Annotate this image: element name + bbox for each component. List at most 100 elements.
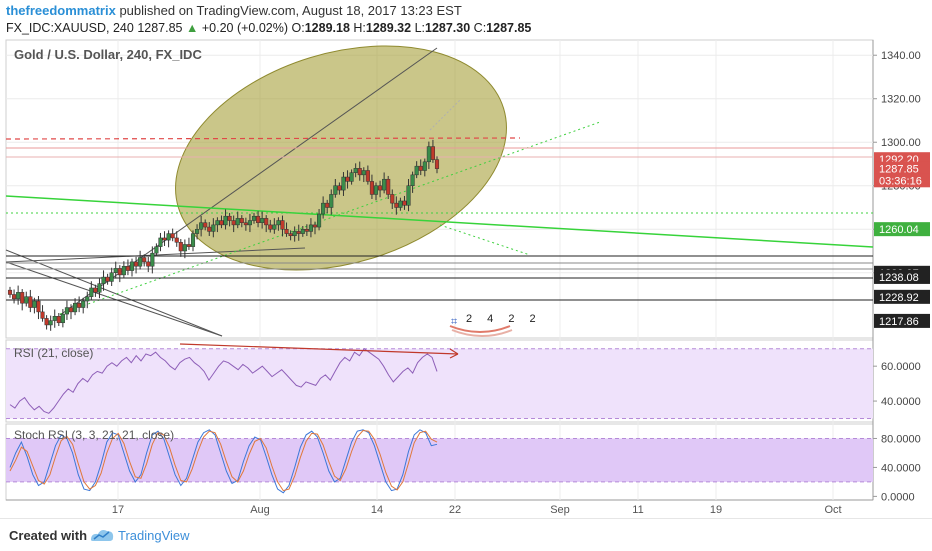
price-tag-label: 1287.85 <box>879 164 919 176</box>
candle-body <box>195 228 200 234</box>
rsi-band <box>6 348 873 419</box>
stoch-tick-label: 80.0000 <box>881 433 921 445</box>
candle-body <box>109 272 114 282</box>
candle-body <box>251 215 257 221</box>
candle-body <box>373 185 379 195</box>
candle-body <box>101 276 106 284</box>
candle-body <box>52 315 57 321</box>
last-price: 1287.85 <box>137 21 183 35</box>
rsi-tick-label: 60.0000 <box>881 361 921 373</box>
candle-body <box>312 224 318 228</box>
cycle-annotation: ⌗ 2 4 2 2 <box>449 313 542 337</box>
candle-body <box>268 224 273 230</box>
rsi-tick-label: 40.0000 <box>881 396 921 408</box>
trend-line <box>5 247 306 263</box>
candle-body <box>247 220 252 226</box>
candle-body <box>150 252 155 267</box>
symbol: FX_IDC:XAUUSD <box>6 21 107 35</box>
candle-body <box>154 246 159 254</box>
candle-body <box>292 231 297 237</box>
candle-body <box>215 220 220 226</box>
candle-body <box>333 185 338 195</box>
rsi-arrow-head <box>449 348 459 359</box>
candle-body <box>12 294 17 300</box>
candles <box>7 139 440 331</box>
open-value: 1289.18 <box>304 21 350 35</box>
symbol-line: FX_IDC:XAUUSD, 240 1287.85 ▲ +0.20 (+0.0… <box>6 21 532 35</box>
candle-body <box>85 296 90 302</box>
candle-body <box>341 176 346 191</box>
candle-body <box>361 170 366 176</box>
candle-body <box>117 268 122 276</box>
candle-body <box>422 161 427 171</box>
time-tick-label: Oct <box>824 504 841 516</box>
price-tag-bg <box>874 222 930 237</box>
time-tick-label: Sep <box>550 504 570 516</box>
candle-body <box>394 202 399 208</box>
candle-body <box>256 215 261 223</box>
candle-body <box>418 165 423 171</box>
axis-labels: 17 Aug 14 22 Sep 11 19 Oct 1340.00 1320.00 1300.00… <box>112 50 930 516</box>
candle-body <box>89 287 94 297</box>
tradingview-logo-icon <box>91 530 114 541</box>
author-link[interactable]: thefreedommatrix <box>6 3 116 18</box>
price-tick-label: 1300.00 <box>881 137 921 149</box>
green-trend-line <box>5 195 874 248</box>
price-tag-bg <box>874 289 930 304</box>
stoch-band <box>6 438 873 482</box>
high-value: 1289.32 <box>365 21 412 35</box>
candle-body <box>239 218 244 223</box>
candle-body <box>304 228 309 232</box>
candle-body <box>284 228 289 234</box>
cycle-annotation-label: 2 4 2 2 <box>466 313 542 325</box>
candle-body <box>182 244 187 252</box>
projection-line <box>429 99 461 131</box>
candle-body <box>81 300 86 308</box>
candle-body <box>317 213 322 228</box>
candle-body <box>430 146 435 160</box>
candle-body <box>190 233 196 247</box>
stoch-d-line <box>9 429 438 492</box>
candle-body <box>402 200 407 206</box>
price-tag-label: 1238.08 <box>879 272 919 284</box>
candle-body <box>296 231 301 234</box>
candle-body <box>227 215 232 221</box>
candle-body <box>48 320 53 326</box>
candle-body <box>357 168 362 176</box>
price-tag-label: 03:36:16 <box>879 175 922 187</box>
candle-body <box>28 296 33 308</box>
candle-body <box>64 307 69 315</box>
candle-body <box>7 289 13 295</box>
candle-body <box>125 265 130 271</box>
candle-body <box>207 226 212 232</box>
candle-body <box>325 202 330 208</box>
candle-body <box>97 283 102 293</box>
price-tick-label: 1340.00 <box>881 50 921 62</box>
candle-body <box>36 300 41 313</box>
candle-body <box>146 261 151 267</box>
candle-body <box>235 218 240 226</box>
price-tag-label: 1260.04 <box>879 224 919 236</box>
cycle-annotation-icon: ⌗ <box>451 316 457 328</box>
candle-body <box>365 170 370 182</box>
tradingview-link[interactable]: TradingView <box>118 528 190 543</box>
candle-body <box>410 174 415 186</box>
trend-line <box>5 249 223 337</box>
interval: 240 <box>112 21 134 35</box>
candle-body <box>56 315 61 324</box>
close-value: 1287.85 <box>486 21 532 35</box>
candle-body <box>44 318 49 326</box>
chart-svg[interactable]: 17 Aug 14 22 Sep 11 19 Oct 1340.00 1320.00 1300.00… <box>0 0 932 520</box>
candle-body <box>170 233 175 239</box>
candle-body <box>308 224 313 232</box>
candle-body <box>134 261 139 267</box>
candle-body <box>406 185 411 206</box>
footer: Created with TradingView <box>0 518 932 551</box>
candle-body <box>68 307 74 313</box>
high-label: H: <box>353 21 366 35</box>
candle-body <box>77 302 82 308</box>
candle-body <box>174 237 179 243</box>
candle-body <box>390 194 395 204</box>
stoch-tick-label: 40.0000 <box>881 462 921 474</box>
candle-body <box>223 215 228 226</box>
